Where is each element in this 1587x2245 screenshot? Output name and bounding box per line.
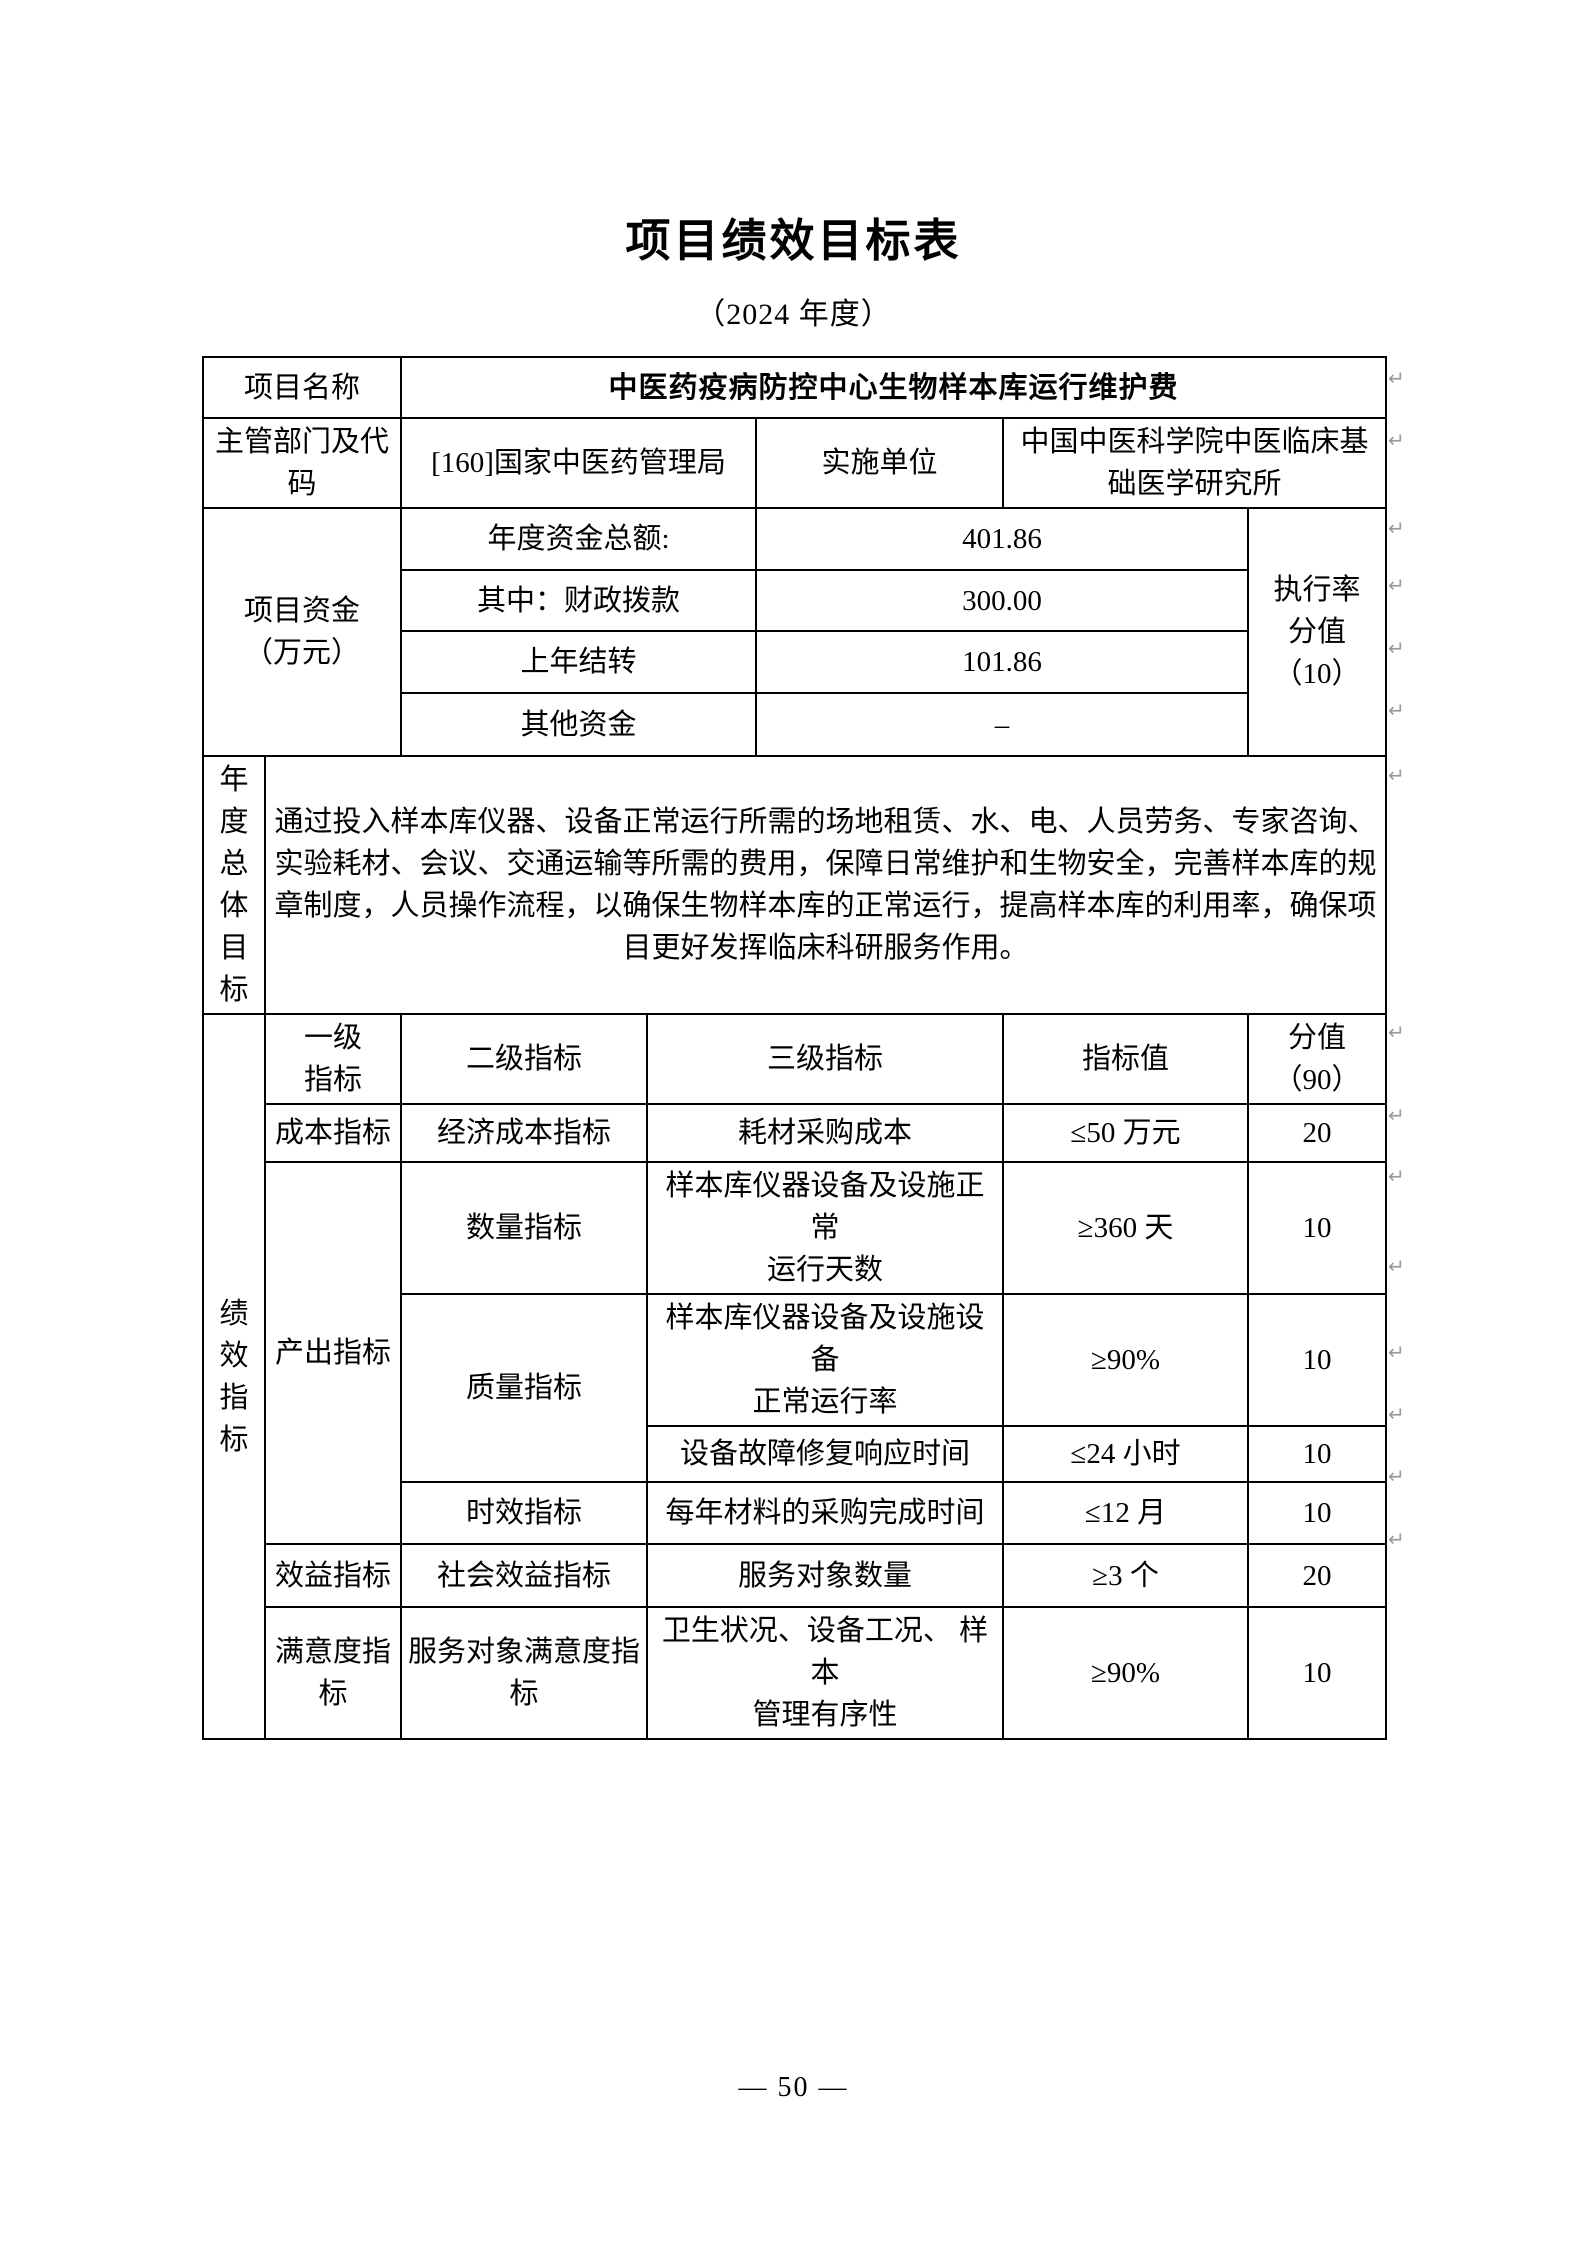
indicator-level1-cell: 效益指标 bbox=[263, 1543, 403, 1608]
funding-row-label-cell: 上年结转 bbox=[400, 630, 758, 694]
indicator-value-cell: ≤12 月 bbox=[1002, 1481, 1250, 1545]
indicator-level1-cell: 产出指标 bbox=[263, 1161, 403, 1545]
indicator-level2-cell: 数量指标 bbox=[400, 1161, 649, 1295]
paragraph-return-icon: ↵ bbox=[1388, 573, 1405, 597]
funding-row-label-cell: 年度资金总额: bbox=[400, 507, 758, 571]
paragraph-return-icon: ↵ bbox=[1388, 1527, 1405, 1551]
paragraph-return-icon: ↵ bbox=[1388, 366, 1405, 390]
indicator-level3-cell: 服务对象数量 bbox=[646, 1543, 1005, 1608]
paragraph-return-icon: ↵ bbox=[1388, 763, 1405, 787]
paragraph-return-icon: ↵ bbox=[1388, 1340, 1405, 1364]
impl-unit-value-cell: 中国中医科学院中医临床基 础医学研究所 bbox=[1002, 417, 1388, 509]
funding-amount-cell: – bbox=[755, 692, 1250, 757]
indicators-label-cell: 绩 效 指 标 bbox=[202, 1013, 266, 1740]
paragraph-return-icon: ↵ bbox=[1388, 636, 1405, 660]
indicator-level2-cell: 社会效益指标 bbox=[400, 1543, 649, 1608]
paragraph-return-icon: ↵ bbox=[1388, 1254, 1405, 1278]
page-title: 项目绩效目标表 bbox=[625, 215, 962, 266]
page-number: — 50 — bbox=[738, 2072, 849, 2103]
indicator-score-cell: 10 bbox=[1247, 1161, 1388, 1295]
indicator-level3-cell: 样本库仪器设备及设施设备 正常运行率 bbox=[646, 1293, 1005, 1427]
indicator-value-cell: ≥90% bbox=[1002, 1293, 1250, 1427]
indicator-level1-cell: 满意度指 标 bbox=[263, 1606, 403, 1740]
project-name-value-cell: 中医药疫病防控中心生物样本库运行维护费 bbox=[400, 356, 1388, 419]
funding-row-label-cell: 其他资金 bbox=[400, 692, 758, 757]
header-value-cell: 指标值 bbox=[1002, 1013, 1250, 1105]
header-level1-cell: 一级 指标 bbox=[263, 1013, 403, 1105]
indicator-score-cell: 20 bbox=[1247, 1103, 1388, 1163]
indicator-value-cell: ≥360 天 bbox=[1002, 1161, 1250, 1295]
funding-amount-cell: 300.00 bbox=[755, 569, 1250, 632]
indicator-level2-cell: 服务对象满意度指 标 bbox=[400, 1606, 649, 1740]
indicator-level2-cell: 经济成本指标 bbox=[400, 1103, 649, 1163]
indicator-level3-cell: 样本库仪器设备及设施正常 运行天数 bbox=[646, 1161, 1005, 1295]
page-subtitle: （2024 年度） bbox=[695, 298, 892, 331]
indicator-value-cell: ≥90% bbox=[1002, 1606, 1250, 1740]
paragraph-return-icon: ↵ bbox=[1388, 428, 1405, 452]
indicator-score-cell: 10 bbox=[1247, 1293, 1388, 1427]
paragraph-return-icon: ↵ bbox=[1388, 1164, 1405, 1188]
indicator-level3-cell: 每年材料的采购完成时间 bbox=[646, 1481, 1005, 1545]
indicator-level3-cell: 卫生状况、设备工况、 样本 管理有序性 bbox=[646, 1606, 1005, 1740]
paragraph-return-icon: ↵ bbox=[1388, 698, 1405, 722]
paragraph-return-icon: ↵ bbox=[1388, 1402, 1405, 1426]
indicator-level2-cell: 时效指标 bbox=[400, 1481, 649, 1545]
paragraph-return-icon: ↵ bbox=[1388, 1464, 1405, 1488]
indicator-score-cell: 10 bbox=[1247, 1481, 1388, 1545]
indicator-value-cell: ≥3 个 bbox=[1002, 1543, 1250, 1608]
funding-amount-cell: 401.86 bbox=[755, 507, 1250, 571]
indicator-value-cell: ≤24 小时 bbox=[1002, 1425, 1250, 1483]
execution-rate-score-cell: 执行率 分值（10） bbox=[1247, 507, 1388, 757]
indicator-level1-cell: 成本指标 bbox=[263, 1103, 403, 1163]
dept-label-cell: 主管部门及代码 bbox=[201, 417, 403, 509]
indicator-score-cell: 20 bbox=[1247, 1543, 1388, 1608]
indicator-level2-cell: 质量指标 bbox=[400, 1293, 649, 1483]
indicator-level3-cell: 耗材采购成本 bbox=[646, 1103, 1005, 1163]
dept-value-cell: [160]国家中医药管理局 bbox=[400, 417, 758, 509]
indicator-level3-cell: 设备故障修复响应时间 bbox=[646, 1425, 1005, 1483]
paragraph-return-icon: ↵ bbox=[1388, 1103, 1405, 1127]
indicator-value-cell: ≤50 万元 bbox=[1002, 1103, 1250, 1163]
funding-label-cell: 项目资金 （万元） bbox=[201, 507, 403, 757]
project-name-label-cell: 项目名称 bbox=[201, 356, 403, 419]
header-score-cell: 分值 （90） bbox=[1247, 1013, 1388, 1105]
indicator-score-cell: 10 bbox=[1247, 1606, 1388, 1740]
annual-goal-text-cell: 通过投入样本库仪器、设备正常运行所需的场地租赁、水、电、人员劳务、专家咨询、实验… bbox=[263, 755, 1388, 1015]
funding-amount-cell: 101.86 bbox=[755, 630, 1250, 694]
paragraph-return-icon: ↵ bbox=[1388, 1020, 1405, 1044]
header-level3-cell: 三级指标 bbox=[646, 1013, 1005, 1105]
indicator-score-cell: 10 bbox=[1247, 1425, 1388, 1483]
impl-unit-label-cell: 实施单位 bbox=[755, 417, 1005, 509]
annual-goal-label-cell: 年 度 总 体 目 标 bbox=[202, 755, 266, 1015]
performance-target-table: 项目名称 中医药疫病防控中心生物样本库运行维护费 主管部门及代码 [160]国家… bbox=[201, 356, 1388, 1740]
paragraph-return-icon: ↵ bbox=[1388, 516, 1405, 540]
funding-row-label-cell: 其中：财政拨款 bbox=[400, 569, 758, 632]
header-level2-cell: 二级指标 bbox=[400, 1013, 649, 1105]
